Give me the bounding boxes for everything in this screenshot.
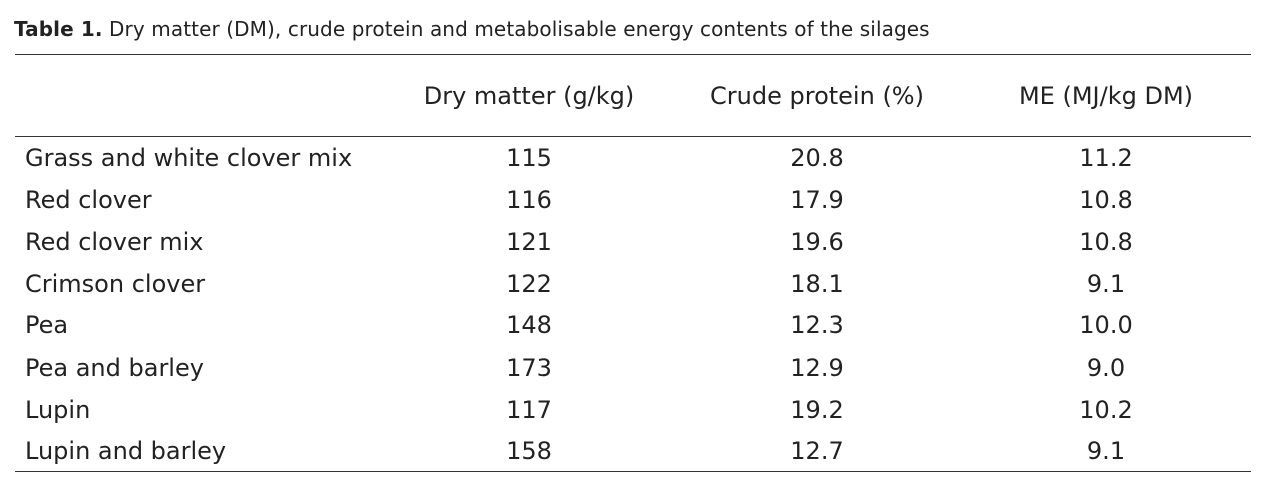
row-name: Red clover mix <box>25 228 204 256</box>
row-name: Crimson clover <box>25 270 206 298</box>
crude-protein-value: 18.1 <box>790 270 844 298</box>
crude-protein-value: 19.2 <box>790 396 844 424</box>
me-value: 10.0 <box>1079 311 1133 339</box>
me-value: 9.0 <box>1086 354 1126 382</box>
dry-matter-value: 117 <box>506 396 552 424</box>
table-row: Crimson clover 122 18.1 9.1 <box>0 270 1269 312</box>
table-top-rule <box>15 54 1251 55</box>
column-header-dry-matter: Dry matter (g/kg) <box>423 82 635 110</box>
table-row: Grass and white clover mix 115 20.8 11.2 <box>0 144 1269 186</box>
table-row: Lupin and barley 158 12.7 9.1 <box>0 437 1269 479</box>
me-value: 10.8 <box>1079 228 1133 256</box>
table-caption-label: Table 1. <box>14 17 103 41</box>
crude-protein-value: 19.6 <box>790 228 844 256</box>
dry-matter-value: 121 <box>506 228 552 256</box>
row-name: Red clover <box>25 186 152 214</box>
table-bottom-rule <box>15 471 1251 472</box>
me-value: 10.2 <box>1079 396 1133 424</box>
crude-protein-value: 20.8 <box>790 144 844 172</box>
dry-matter-value: 158 <box>506 437 552 465</box>
row-name: Lupin <box>25 396 91 424</box>
column-header-me: ME (MJ/kg DM) <box>1018 82 1194 110</box>
crude-protein-value: 12.3 <box>790 311 844 339</box>
table-row: Pea and barley 173 12.9 9.0 <box>0 354 1269 396</box>
row-name: Pea and barley <box>25 354 204 382</box>
dry-matter-value: 173 <box>506 354 552 382</box>
me-value: 11.2 <box>1079 144 1133 172</box>
table-header-rule <box>15 136 1251 137</box>
dry-matter-value: 115 <box>506 144 552 172</box>
me-value: 9.1 <box>1086 270 1126 298</box>
column-header-crude-protein: Crude protein (%) <box>710 82 924 110</box>
table-row: Lupin 117 19.2 10.2 <box>0 396 1269 438</box>
crude-protein-value: 12.9 <box>790 354 844 382</box>
table-row: Red clover 116 17.9 10.8 <box>0 186 1269 228</box>
table-row: Pea 148 12.3 10.0 <box>0 311 1269 353</box>
dry-matter-value: 122 <box>506 270 552 298</box>
me-value: 10.8 <box>1079 186 1133 214</box>
crude-protein-value: 17.9 <box>790 186 844 214</box>
crude-protein-value: 12.7 <box>790 437 844 465</box>
dry-matter-value: 148 <box>506 311 552 339</box>
dry-matter-value: 116 <box>506 186 552 214</box>
row-name: Grass and white clover mix <box>25 144 353 172</box>
me-value: 9.1 <box>1086 437 1126 465</box>
row-name: Pea <box>25 311 69 339</box>
table-caption-text: Dry matter (DM), crude protein and metab… <box>109 17 930 41</box>
table-caption: Table 1. Dry matter (DM), crude protein … <box>14 17 930 41</box>
table-row: Red clover mix 121 19.6 10.8 <box>0 228 1269 270</box>
row-name: Lupin and barley <box>25 437 227 465</box>
